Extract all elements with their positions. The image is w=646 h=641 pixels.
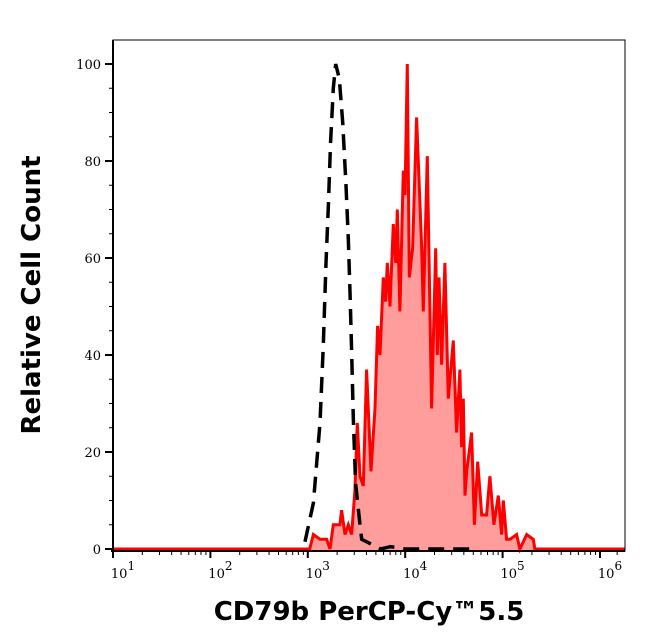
series-line-control [303,63,474,551]
x-axis-title: CD79b PerCP-Cy™5.5 [214,597,525,627]
x-tick-label: 106 [598,559,622,582]
x-axis-ticks: 101 102 103 104 105 106 [111,551,622,582]
y-axis-title: Relative Cell Count [17,155,47,434]
y-axis-ticks: 0 20 40 60 80 100 [76,58,113,558]
y-tick-label: 20 [84,446,101,461]
x-tick-label: 104 [403,559,428,582]
y-tick-label: 80 [84,155,101,170]
y-tick-label: 40 [84,349,101,364]
y-tick-label: 100 [76,58,101,73]
y-tick-label: 60 [84,252,101,267]
x-tick-label: 103 [306,559,330,582]
series-line-stained [113,63,626,554]
x-tick-label: 102 [208,559,232,582]
x-tick-label: 105 [501,559,525,582]
x-tick-label: 101 [111,559,135,582]
y-tick-label: 0 [93,543,101,558]
series-fill-stained [113,64,626,550]
series-layer [113,63,626,554]
